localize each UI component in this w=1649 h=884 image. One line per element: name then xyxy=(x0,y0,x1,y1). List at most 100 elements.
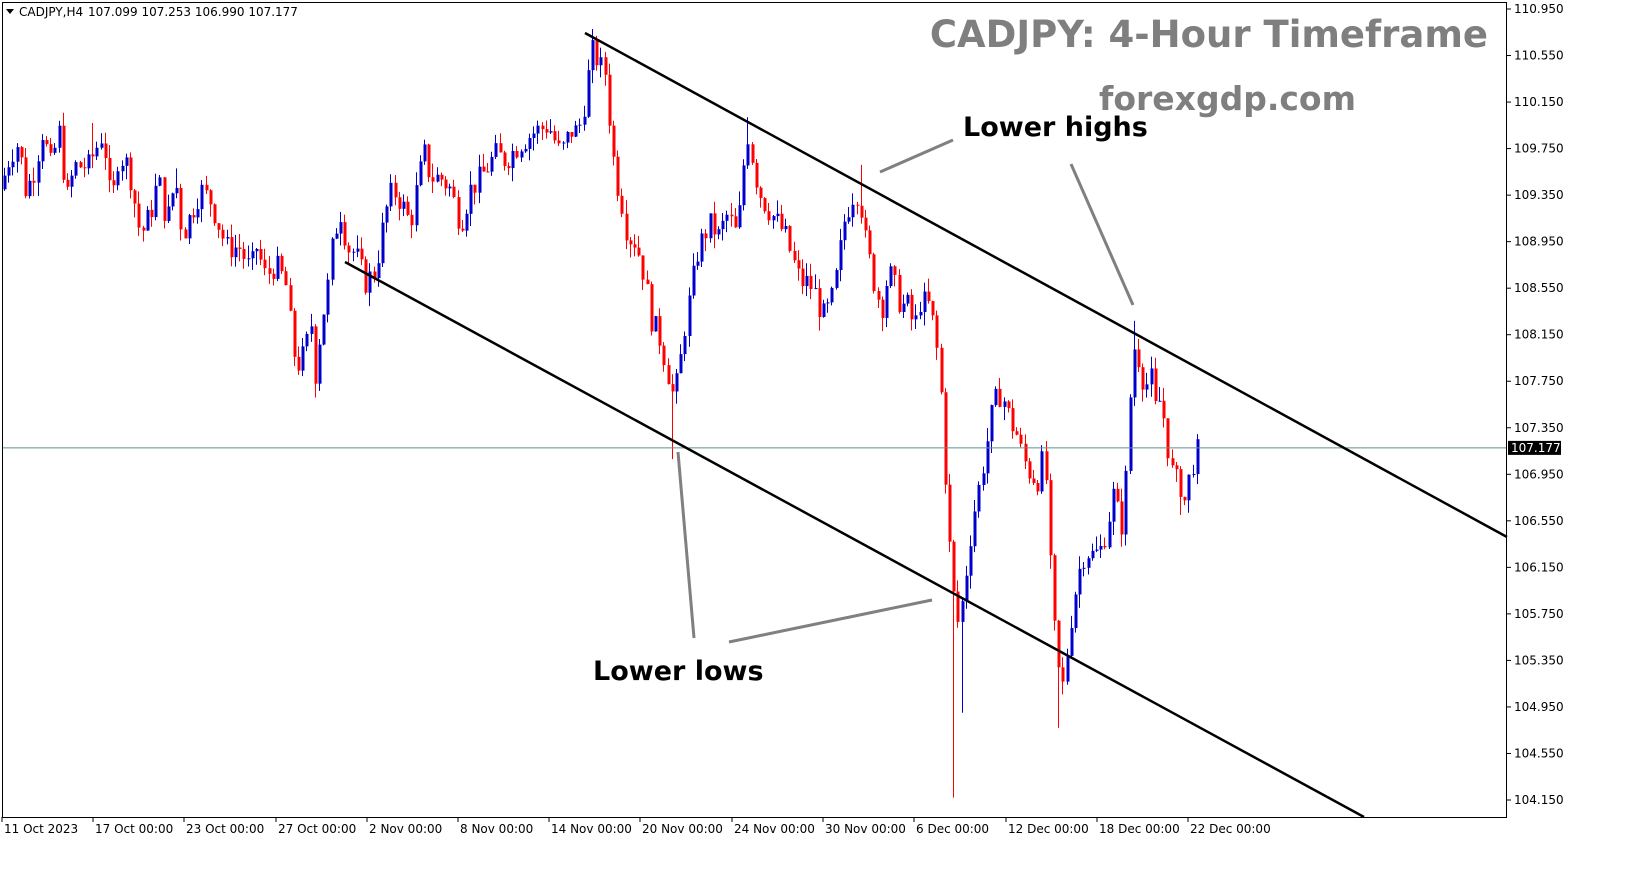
candle-body xyxy=(137,203,141,228)
candle-body xyxy=(389,182,393,207)
candle-body xyxy=(440,174,444,180)
candle-body xyxy=(255,248,259,252)
candle-body xyxy=(196,209,200,218)
y-tick-label: 108.950 xyxy=(1514,235,1564,249)
candle-body xyxy=(53,147,57,153)
candle-body xyxy=(881,299,885,318)
candle-body xyxy=(452,186,456,198)
candle-body xyxy=(16,147,20,162)
y-tick-label: 109.750 xyxy=(1514,142,1564,156)
x-tick-label: 11 Oct 2023 xyxy=(4,822,78,836)
candle-body xyxy=(352,251,356,253)
candle-body xyxy=(700,233,704,262)
candle-body xyxy=(1187,474,1191,501)
time-axis: 11 Oct 2023 17 Oct 00:00 23 Oct 00:00 27 Oc… xyxy=(1,817,1271,836)
candle-body xyxy=(1040,451,1044,492)
watermark: forexgdp.com xyxy=(1099,79,1356,118)
candle-body xyxy=(465,213,469,231)
candle-body xyxy=(37,161,41,183)
candle-body xyxy=(242,248,246,259)
candle-body xyxy=(574,125,578,137)
candle-body xyxy=(641,255,645,280)
candle-body xyxy=(662,345,666,366)
candle-body xyxy=(415,185,419,226)
candle-body xyxy=(805,275,809,287)
candle-body xyxy=(625,213,629,241)
candle-body xyxy=(184,229,188,239)
dropdown-triangle-icon[interactable] xyxy=(6,9,14,14)
candle-body xyxy=(121,165,125,172)
candle-body xyxy=(1129,397,1133,471)
candle-body xyxy=(721,220,725,230)
candle-body xyxy=(444,179,448,189)
candle-body xyxy=(541,125,545,130)
x-tick-label: 17 Oct 00:00 xyxy=(95,822,173,836)
lower-channel-line xyxy=(344,260,1365,819)
candle-body xyxy=(776,213,780,217)
candle-body xyxy=(902,303,906,313)
x-tick-label: 23 Oct 00:00 xyxy=(186,822,264,836)
candle-body xyxy=(578,124,582,126)
candle-body xyxy=(100,143,104,148)
candle-body xyxy=(587,70,591,117)
candle-body xyxy=(457,197,461,229)
candle-body xyxy=(205,184,209,191)
candle-body xyxy=(1011,408,1015,432)
candle-body xyxy=(994,388,998,406)
candle-body xyxy=(1124,470,1128,535)
candle-body xyxy=(956,591,960,622)
candle-body xyxy=(79,162,83,168)
candle-body xyxy=(961,601,965,622)
candle-body xyxy=(1175,465,1179,470)
candle-body xyxy=(1192,474,1196,476)
candle-body xyxy=(906,294,910,304)
candle-body xyxy=(986,441,990,474)
candle-body xyxy=(1196,439,1200,475)
candle-body xyxy=(70,175,74,187)
candle-body xyxy=(1137,349,1141,368)
candle-body xyxy=(713,213,717,235)
candle-body xyxy=(948,484,952,542)
candle-body xyxy=(549,131,553,133)
candle-body xyxy=(406,201,410,215)
upper-channel-line xyxy=(584,31,1508,539)
y-tick-label: 106.950 xyxy=(1514,467,1564,481)
candle-body xyxy=(885,286,889,318)
candle-body xyxy=(1179,469,1183,497)
candle-body xyxy=(696,261,700,266)
candle-body xyxy=(725,214,729,221)
candle-body xyxy=(751,144,755,163)
annotation-lower-highs: Lower highs xyxy=(963,112,1148,143)
candle-body xyxy=(982,473,986,485)
candle-body xyxy=(851,204,855,218)
candle-body xyxy=(104,143,108,158)
candle-body xyxy=(419,161,423,186)
candle-body xyxy=(977,484,981,512)
candle-body xyxy=(990,405,994,442)
candle-body xyxy=(503,152,507,167)
candle-body xyxy=(1066,655,1070,682)
candle-body xyxy=(931,301,935,316)
candle-body xyxy=(650,284,654,332)
y-tick-label: 109.350 xyxy=(1514,188,1564,202)
x-tick-label: 24 Nov 00:00 xyxy=(734,822,815,836)
candle-body xyxy=(520,151,524,158)
candle-body xyxy=(200,184,204,210)
candle-body xyxy=(280,255,284,272)
candle-body xyxy=(612,125,616,157)
candle-body xyxy=(171,193,175,207)
pointer-lower-high-1 xyxy=(879,138,954,174)
candle-body xyxy=(108,157,112,181)
candle-body xyxy=(289,285,293,311)
candle-body xyxy=(818,288,822,317)
x-tick-label: 12 Dec 00:00 xyxy=(1008,822,1089,836)
candle-body xyxy=(1099,545,1103,550)
candle-body xyxy=(95,147,99,157)
candle-body xyxy=(461,228,465,231)
candle-body xyxy=(251,251,255,259)
candle-body xyxy=(20,147,24,158)
candle-body xyxy=(1045,451,1049,481)
candle-body xyxy=(893,266,897,275)
candle-body xyxy=(339,222,343,234)
